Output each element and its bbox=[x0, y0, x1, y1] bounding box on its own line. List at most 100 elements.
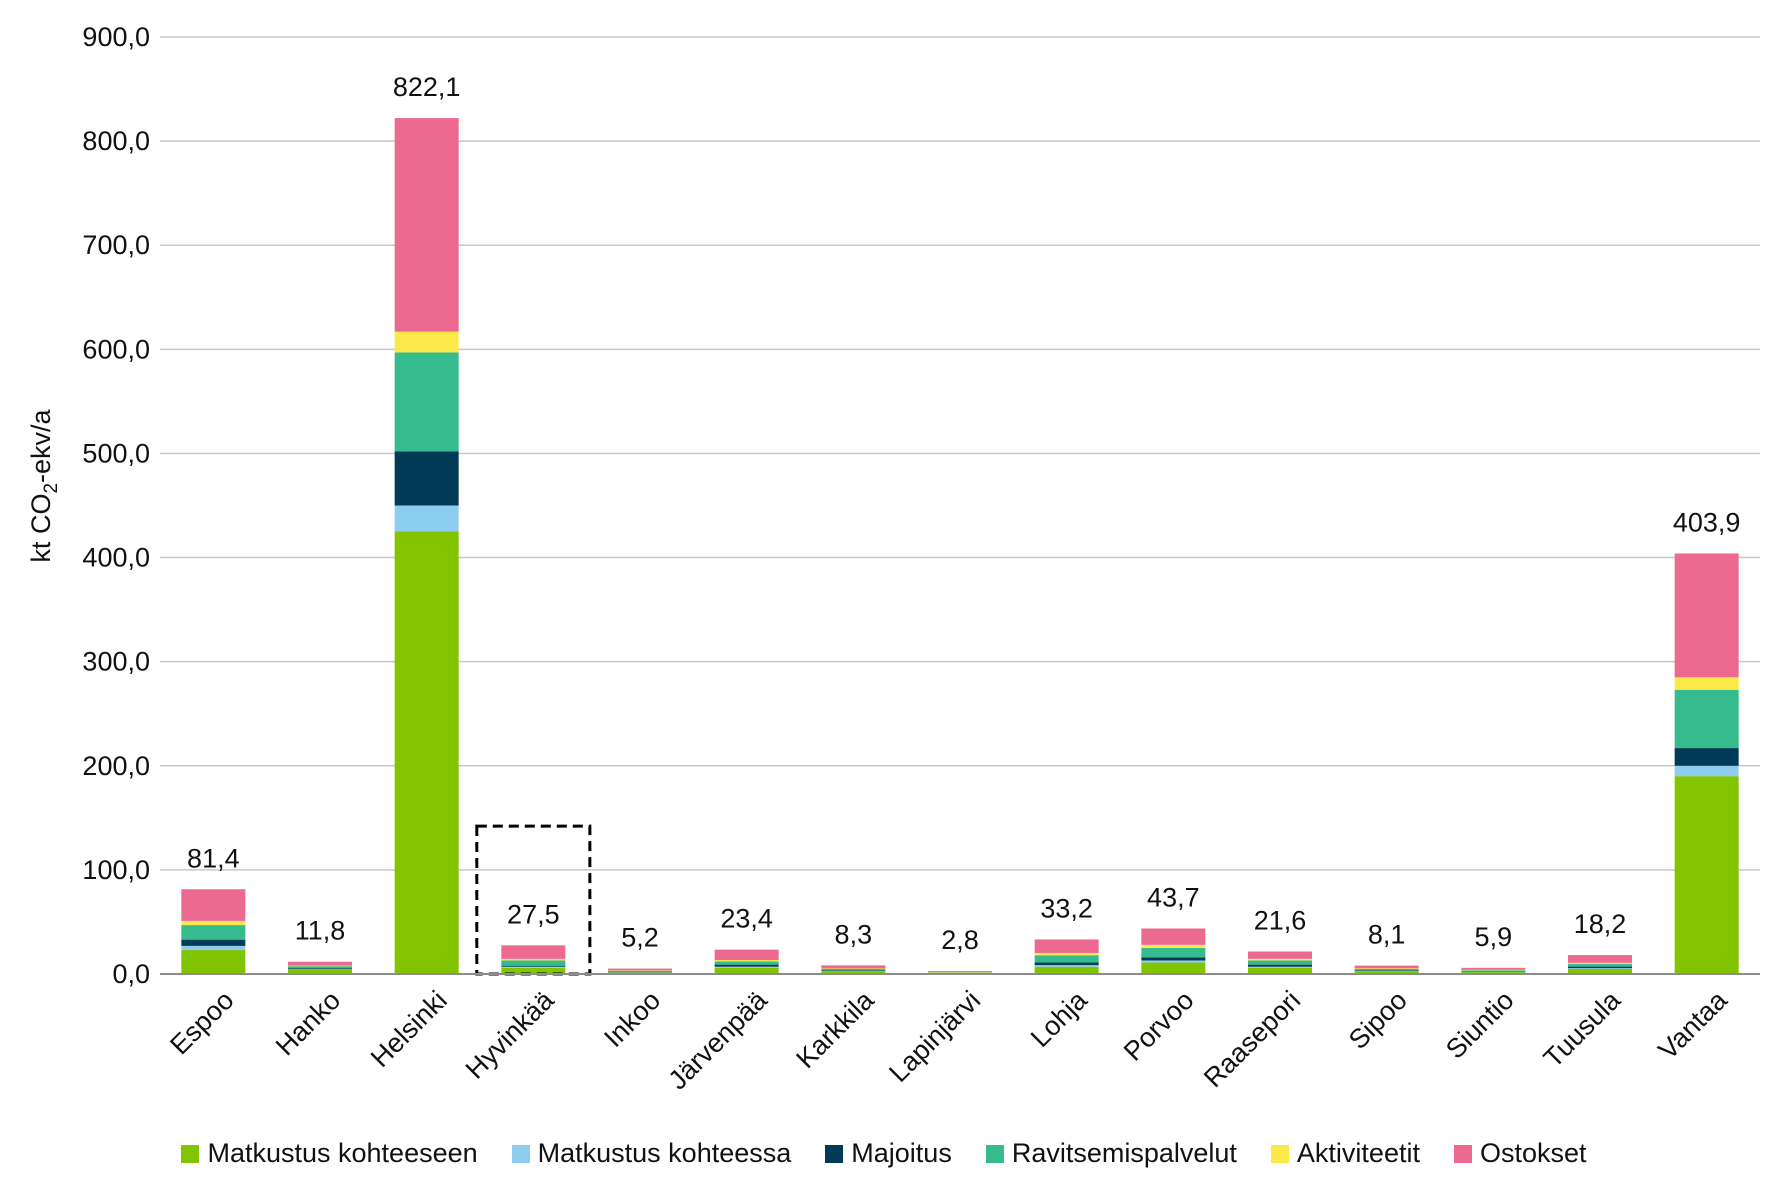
bar-segment bbox=[714, 960, 779, 962]
legend-swatch bbox=[1453, 1144, 1472, 1163]
x-tick-label: Karkkila bbox=[790, 984, 880, 1074]
bar-segment bbox=[394, 352, 459, 452]
bar-segment bbox=[288, 965, 352, 967]
bar-total-label: 8,1 bbox=[1368, 920, 1406, 950]
bar-segment bbox=[1248, 958, 1312, 961]
bar-segment bbox=[501, 967, 566, 974]
bar-segment bbox=[821, 971, 886, 972]
bar-segment bbox=[1461, 971, 1526, 974]
x-tick-label: Hanko bbox=[270, 985, 346, 1061]
bar-segment bbox=[821, 965, 886, 969]
bars bbox=[181, 118, 1739, 974]
bar-segment bbox=[181, 889, 246, 921]
x-tick-label: Inkoo bbox=[598, 985, 666, 1053]
legend-swatch bbox=[1270, 1144, 1289, 1163]
y-axis-title-subscript: 2 bbox=[41, 483, 62, 494]
bar-total-label: 11,8 bbox=[295, 916, 346, 946]
x-tick-label: Tuusula bbox=[1538, 984, 1627, 1073]
bar-segment bbox=[1674, 765, 1739, 777]
bar-segment bbox=[1461, 969, 1526, 971]
bar-total-label: 403,9 bbox=[1673, 507, 1741, 537]
bar-segment bbox=[1354, 969, 1419, 971]
bar-total-label: 21,6 bbox=[1254, 906, 1307, 936]
bar-segment bbox=[1354, 968, 1419, 970]
bar-segment bbox=[1461, 971, 1526, 973]
legend-item: Ostokset bbox=[1453, 1138, 1587, 1169]
bar-total-label: 43,7 bbox=[1147, 883, 1200, 913]
legend-label: Ravitsemispalvelut bbox=[1011, 1138, 1237, 1168]
legend-item: Matkustus kohteessa bbox=[511, 1138, 791, 1169]
bar-segment bbox=[821, 969, 886, 971]
bar-segment bbox=[1568, 968, 1632, 969]
bar-total-label: 23,4 bbox=[720, 904, 773, 934]
bar-segment bbox=[1461, 967, 1526, 970]
bar-segment bbox=[181, 920, 246, 926]
bar-segment bbox=[1354, 971, 1419, 974]
bar-total-label: 5,9 bbox=[1475, 922, 1513, 952]
bar-segment bbox=[1034, 965, 1099, 967]
bar-total-label: 18,2 bbox=[1574, 909, 1627, 939]
bar-segment bbox=[928, 971, 992, 973]
y-tick-label: 700,0 bbox=[82, 230, 150, 260]
y-axis-title-tail: -ekv/a bbox=[26, 408, 56, 483]
bar-segment bbox=[608, 968, 672, 971]
x-tick-label: Porvoo bbox=[1118, 985, 1200, 1067]
bar-segment bbox=[501, 965, 566, 967]
y-tick-label: 300,0 bbox=[82, 647, 150, 677]
bar-total-label: 27,5 bbox=[507, 899, 560, 929]
bar-segment bbox=[181, 925, 246, 940]
bar-segment bbox=[1461, 970, 1526, 972]
bar-segment bbox=[714, 967, 779, 974]
bar-segment bbox=[394, 331, 459, 353]
bar-segment bbox=[821, 970, 886, 972]
bar-segment bbox=[608, 970, 672, 972]
bar-segment bbox=[1248, 964, 1312, 967]
bar-segment bbox=[714, 949, 779, 961]
bar-segment bbox=[1354, 970, 1419, 972]
bar-segment bbox=[1248, 951, 1312, 959]
bar-segment bbox=[714, 961, 779, 965]
bar-segment bbox=[394, 505, 459, 532]
legend-label: Aktiviteetit bbox=[1296, 1138, 1420, 1168]
bar-segment bbox=[1248, 966, 1312, 968]
bar-segment bbox=[1674, 748, 1739, 766]
bar-segment bbox=[1568, 955, 1632, 963]
data-labels: 81,4 11,8 822,1 27,5 5,2 23,4 8,3 2,8 33,2 43,7 21… bbox=[187, 72, 1741, 976]
x-tick-label: Raasepori bbox=[1198, 985, 1306, 1093]
bar-segment bbox=[1141, 944, 1206, 948]
bar-segment bbox=[1248, 967, 1312, 974]
x-tick-label: Vantaa bbox=[1653, 984, 1734, 1065]
bar-segment bbox=[608, 970, 672, 971]
y-axis-title-main: kt CO bbox=[26, 494, 56, 563]
bar-segment bbox=[1674, 689, 1739, 749]
legend-swatch bbox=[181, 1144, 200, 1163]
bar-segment bbox=[608, 972, 672, 973]
y-tick-label: 500,0 bbox=[82, 438, 150, 468]
x-tick-label: Lohja bbox=[1025, 984, 1094, 1053]
bar-segment bbox=[714, 966, 779, 968]
legend-item: Matkustus kohteeseen bbox=[181, 1138, 478, 1169]
legend: Matkustus kohteeseen Matkustus kohteessa M… bbox=[0, 1138, 1768, 1169]
y-axis-title: kt CO2-ekv/a bbox=[26, 408, 62, 562]
bar-segment bbox=[1141, 928, 1206, 945]
bar-segment bbox=[288, 969, 352, 974]
y-tick-label: 400,0 bbox=[82, 543, 150, 573]
bar-segment bbox=[1034, 955, 1099, 963]
bar-segment bbox=[1141, 960, 1206, 963]
bar-segment bbox=[1034, 952, 1099, 956]
legend-item: Ravitsemispalvelut bbox=[985, 1138, 1237, 1169]
bar-segment bbox=[1568, 964, 1632, 967]
bar-segment bbox=[501, 960, 566, 966]
y-tick-label: 600,0 bbox=[82, 334, 150, 364]
bar-segment bbox=[714, 964, 779, 967]
y-tick-label: 900,0 bbox=[82, 22, 150, 52]
x-tick-label: Espoo bbox=[164, 985, 239, 1060]
bar-total-label: 822,1 bbox=[393, 72, 461, 102]
bar-total-label: 33,2 bbox=[1040, 893, 1093, 923]
legend-item: Majoitus bbox=[825, 1138, 952, 1169]
bar-segment bbox=[1354, 965, 1419, 969]
bar-segment bbox=[1248, 960, 1312, 965]
legend-label: Matkustus kohteeseen bbox=[207, 1138, 478, 1168]
bar-segment bbox=[1568, 966, 1632, 969]
